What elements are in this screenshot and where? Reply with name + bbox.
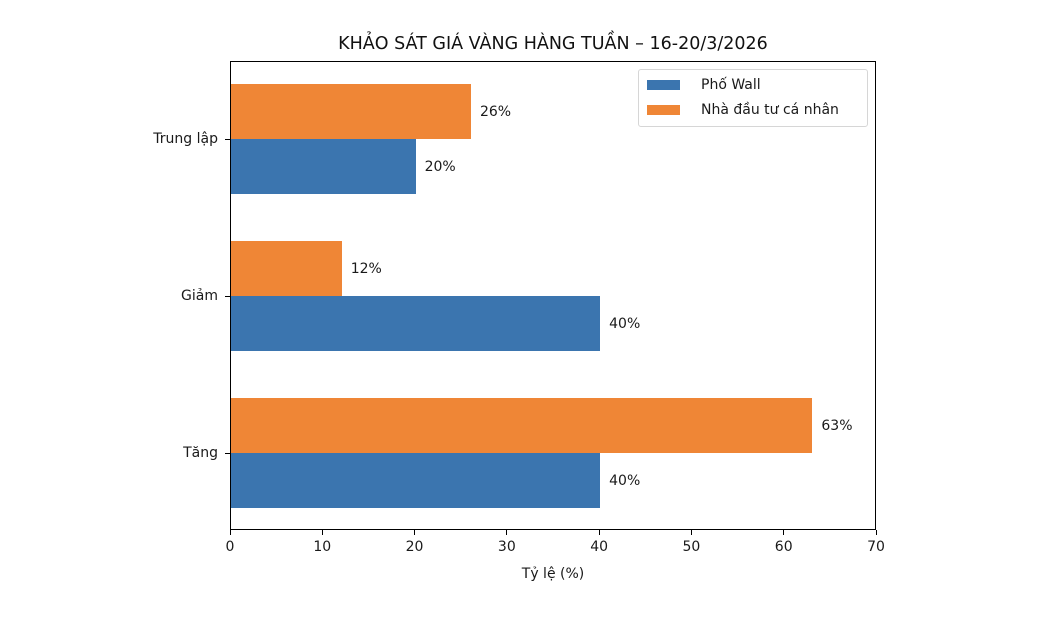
bar-nha-dau-tu-0	[231, 398, 813, 453]
x-tick	[414, 530, 416, 535]
bar-pho-wall-0	[231, 453, 601, 508]
bar-nha-dau-tu-2	[231, 84, 471, 139]
bar-value-label: 40%	[609, 315, 641, 332]
x-tick-label: 70	[867, 539, 885, 555]
x-tick-label: 20	[405, 539, 424, 555]
x-tick	[598, 530, 600, 535]
x-tick	[506, 530, 508, 535]
legend-swatch-nha-dau-tu	[647, 105, 680, 115]
legend: Phố Wall Nhà đầu tư cá nhân	[638, 69, 868, 127]
x-tick-label: 10	[313, 539, 332, 555]
y-tick-label: Tăng	[183, 445, 218, 461]
x-tick-label: 50	[682, 539, 701, 555]
x-tick-label: 0	[225, 539, 235, 555]
y-tick-label: Trung lập	[153, 131, 218, 147]
y-tick	[225, 296, 230, 297]
x-tick	[229, 530, 231, 535]
y-tick-label: Giảm	[181, 288, 218, 304]
legend-item-pho-wall: Phố Wall	[647, 75, 761, 95]
legend-swatch-pho-wall	[647, 80, 680, 90]
x-tick	[783, 530, 785, 535]
bar-pho-wall-1	[231, 296, 601, 351]
x-tick-label: 60	[774, 539, 793, 555]
bar-pho-wall-2	[231, 139, 416, 194]
bar-value-label: 26%	[479, 103, 512, 120]
legend-item-nha-dau-tu: Nhà đầu tư cá nhân	[647, 100, 839, 120]
x-axis-label: Tỷ lệ (%)	[521, 566, 585, 582]
x-tick	[875, 530, 877, 535]
bar-value-label: 40%	[609, 472, 641, 489]
legend-label: Phố Wall	[701, 77, 761, 93]
bar-nha-dau-tu-1	[231, 241, 342, 296]
bar-value-label: 63%	[821, 417, 853, 434]
legend-label: Nhà đầu tư cá nhân	[701, 102, 839, 118]
x-tick-label: 40	[590, 539, 609, 555]
x-tick-label: 30	[497, 539, 516, 555]
y-tick	[225, 139, 230, 140]
chart-title: KHẢO SÁT GIÁ VÀNG HÀNG TUẦN – 16-20/3/20…	[338, 34, 768, 54]
x-tick	[321, 530, 323, 535]
bar-value-label: 12%	[350, 260, 382, 277]
y-tick	[225, 453, 230, 454]
bar-value-label: 20%	[424, 158, 456, 175]
x-tick	[690, 530, 692, 535]
plot-area: 40% 63% 40% 12% 20% 26%	[230, 61, 876, 530]
